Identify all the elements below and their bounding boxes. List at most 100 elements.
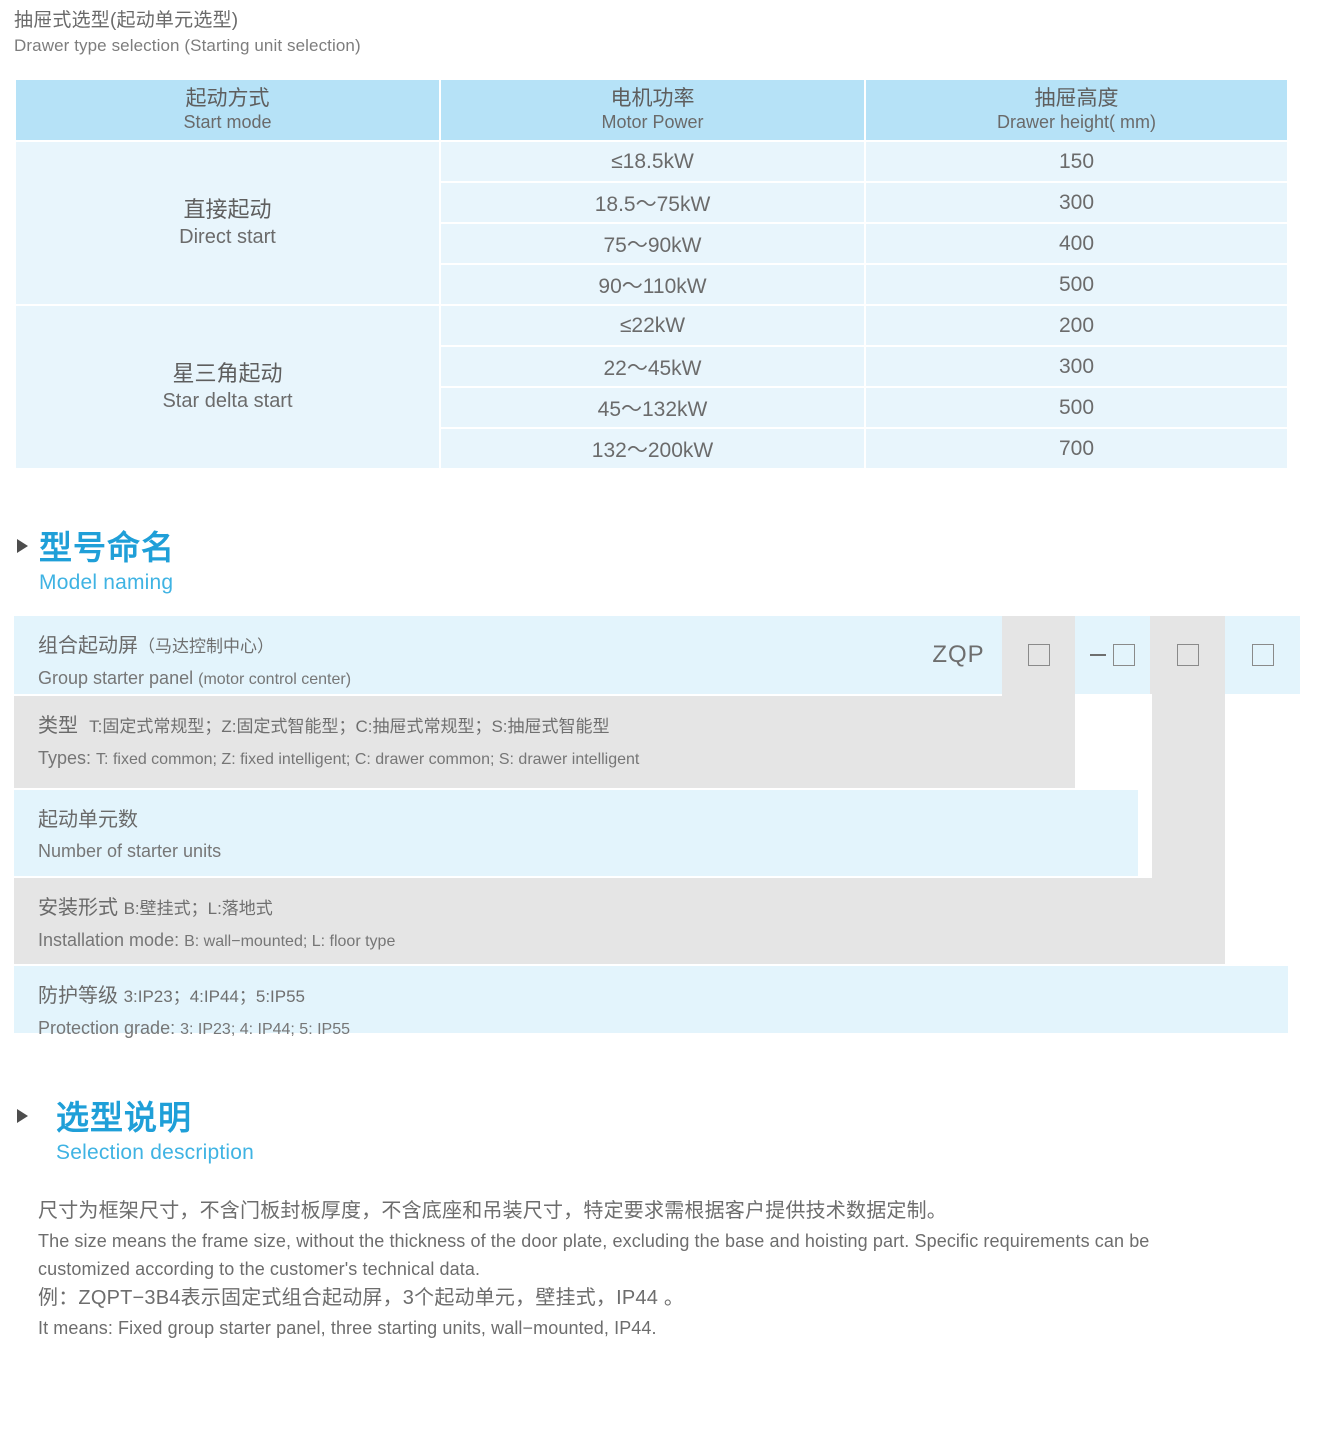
row-cn-sub: T:固定式常规型；Z:固定式智能型；C:抽屉式常规型；S:抽屉式智能型 bbox=[89, 717, 610, 736]
table-row: 直接起动 Direct start ≤18.5kW 150 bbox=[16, 142, 1287, 304]
table-header-drawer-height: 抽屉高度 Drawer height( mm) bbox=[866, 80, 1287, 140]
table-row: 75～90kW 400 bbox=[16, 224, 1287, 263]
page-title-en: Drawer type selection (Starting unit sel… bbox=[14, 36, 361, 55]
row-cn: 组合起动屏（马达控制中心） bbox=[38, 630, 351, 663]
cell-motor-power: ≤22kW bbox=[441, 306, 864, 345]
row-en-sub: B: wall−mounted; L: floor type bbox=[184, 933, 396, 950]
model-code-slot-unit-count bbox=[1075, 616, 1150, 694]
header-en: Motor Power bbox=[601, 112, 704, 132]
row-en: Types: T: fixed common; Z: fixed intelli… bbox=[38, 743, 639, 775]
table-row: 45～132kW 500 bbox=[16, 388, 1287, 427]
cell-drawer-height: 300 bbox=[866, 347, 1287, 386]
model-code-slot-installation bbox=[1150, 616, 1225, 694]
row-cn-sub: 3:IP23；4:IP44；5:IP55 bbox=[123, 987, 306, 1006]
header-cn: 抽屉高度 bbox=[1034, 87, 1119, 110]
table-row: 132〜200kW 700 bbox=[16, 429, 1287, 468]
table-header-motor-power: 电机功率 Motor Power bbox=[441, 80, 864, 140]
header-cn: 起动方式 bbox=[185, 87, 270, 110]
row-text: 安装形式 B:壁挂式；L:落地式 Installation mode: B: w… bbox=[14, 878, 395, 957]
cell-drawer-height: 500 bbox=[866, 265, 1287, 304]
row-cn-main: 类型 bbox=[38, 715, 78, 737]
table-header-row: 起动方式 Start mode 电机功率 Motor Power 抽屉高度 Dr… bbox=[16, 80, 1287, 140]
cell-motor-power: 90～110kW bbox=[441, 265, 864, 304]
row-cn: 起动单元数 bbox=[38, 804, 221, 836]
model-code-slot-protection bbox=[1225, 616, 1300, 694]
section-heading-en: Selection description bbox=[56, 1141, 254, 1164]
dash-icon bbox=[1090, 654, 1106, 656]
row-cn-sub: （马达控制中心） bbox=[138, 637, 274, 656]
table-row: 90～110kW 500 bbox=[16, 265, 1287, 304]
empty-box-icon bbox=[1113, 644, 1135, 666]
cell-motor-power: 18.5～75kW bbox=[441, 183, 864, 222]
table-row: 18.5～75kW 300 bbox=[16, 183, 1287, 222]
cell-motor-power: 75～90kW bbox=[441, 224, 864, 263]
mode-cn: 直接起动 bbox=[183, 197, 272, 222]
description-line: It means: Fixed group starter panel, thr… bbox=[38, 1318, 657, 1338]
section-heading-en: Model naming bbox=[39, 571, 174, 594]
row-en-main: Types: bbox=[38, 748, 92, 768]
start-mode-direct: 直接起动 Direct start bbox=[16, 142, 439, 304]
selection-description-body: 尺寸为框架尺寸，不含门板封板厚度，不含底座和吊装尺寸，特定要求需根据客户提供技术… bbox=[38, 1196, 1293, 1342]
row-en: Protection grade: 3: IP23; 4: IP44; 5: I… bbox=[38, 1013, 350, 1045]
model-code-segments: ZQP bbox=[915, 616, 1300, 694]
row-en: Group starter panel (motor control cente… bbox=[38, 663, 351, 695]
section-heading-model-naming: 型号命名 Model naming bbox=[17, 528, 175, 597]
model-naming-row-type: 类型 T:固定式常规型；Z:固定式智能型；C:抽屉式常规型；S:抽屉式智能型 T… bbox=[14, 696, 1063, 788]
cell-drawer-height: 400 bbox=[866, 224, 1287, 263]
empty-box-icon bbox=[1251, 644, 1274, 666]
model-naming-row-protection: 防护等级 3:IP23；4:IP44；5:IP55 Protection gra… bbox=[14, 966, 1288, 1038]
section-heading-cn: 选型说明 bbox=[56, 1099, 192, 1136]
header-en: Start mode bbox=[183, 112, 272, 132]
cell-motor-power: ≤18.5kW bbox=[441, 142, 864, 181]
row-en: Number of starter units bbox=[38, 836, 221, 866]
mode-cn: 星三角起动 bbox=[172, 361, 283, 386]
model-naming-row-installation: 安装形式 B:壁挂式；L:落地式 Installation mode: B: w… bbox=[14, 878, 1213, 964]
row-cn: 安装形式 B:壁挂式；L:落地式 bbox=[38, 892, 395, 925]
start-mode-star-delta: 星三角起动 Star delta start bbox=[16, 306, 439, 468]
description-line: 例：ZQPT−3B4表示固定式组合起动屏，3个起动单元，壁挂式，IP44 。 bbox=[38, 1287, 685, 1309]
cell-drawer-height: 150 bbox=[866, 142, 1287, 181]
table-row: 22～45kW 300 bbox=[16, 347, 1287, 386]
model-code-prefix: ZQP bbox=[915, 616, 1002, 694]
triangle-bullet-icon bbox=[17, 539, 28, 553]
cell-drawer-height: 700 bbox=[866, 429, 1287, 468]
description-line: 尺寸为框架尺寸，不含门板封板厚度，不含底座和吊装尺寸，特定要求需根据客户提供技术… bbox=[38, 1200, 947, 1222]
row-cn-main: 起动单元数 bbox=[38, 809, 138, 831]
row-en-sub: T: fixed common; Z: fixed intelligent; C… bbox=[96, 751, 640, 768]
row-en: Installation mode: B: wall−mounted; L: f… bbox=[38, 925, 395, 957]
section-heading-cn: 型号命名 bbox=[39, 529, 175, 566]
row-cn: 防护等级 3:IP23；4:IP44；5:IP55 bbox=[38, 980, 350, 1013]
header-en: Drawer height( mm) bbox=[996, 112, 1157, 132]
table-header-start-mode: 起动方式 Start mode bbox=[16, 80, 439, 140]
model-code-slot-type bbox=[1002, 616, 1075, 694]
row-cn-main: 安装形式 bbox=[38, 897, 118, 919]
row-en-sub: (motor control center) bbox=[198, 671, 352, 688]
row-en-sub: 3: IP23; 4: IP44; 5: IP55 bbox=[180, 1021, 350, 1038]
section-heading-selection-description: 选型说明 Selection description bbox=[17, 1098, 254, 1167]
page-title-cn: 抽屉式选型(起动单元选型) bbox=[14, 10, 239, 31]
cell-drawer-height: 200 bbox=[866, 306, 1287, 345]
row-text: 组合起动屏（马达控制中心） Group starter panel (motor… bbox=[14, 616, 351, 695]
row-en-main: Number of starter units bbox=[38, 841, 222, 861]
description-line: customized according to the customer's t… bbox=[38, 1259, 481, 1279]
row-text: 类型 T:固定式常规型；Z:固定式智能型；C:抽屉式常规型；S:抽屉式智能型 T… bbox=[14, 696, 639, 775]
model-naming-diagram: 组合起动屏（马达控制中心） Group starter panel (motor… bbox=[14, 616, 1300, 1038]
cell-drawer-height: 500 bbox=[866, 388, 1287, 427]
triangle-bullet-icon bbox=[17, 1109, 28, 1123]
cell-motor-power: 132〜200kW bbox=[441, 429, 864, 468]
empty-box-icon bbox=[1027, 644, 1050, 666]
row-en-main: Protection grade: bbox=[38, 1018, 176, 1038]
cell-drawer-height: 300 bbox=[866, 183, 1287, 222]
drawer-selection-table: 起动方式 Start mode 电机功率 Motor Power 抽屉高度 Dr… bbox=[14, 78, 1289, 470]
page-title: 抽屉式选型(起动单元选型) Drawer type selection (Sta… bbox=[14, 8, 914, 58]
row-cn-sub: B:壁挂式；L:落地式 bbox=[123, 899, 273, 918]
description-line: The size means the frame size, without t… bbox=[38, 1231, 1150, 1251]
header-cn: 电机功率 bbox=[610, 87, 695, 110]
row-cn-main: 组合起动屏 bbox=[38, 635, 138, 657]
cell-motor-power: 22～45kW bbox=[441, 347, 864, 386]
row-en-main: Group starter panel bbox=[38, 668, 194, 688]
row-text: 防护等级 3:IP23；4:IP44；5:IP55 Protection gra… bbox=[14, 966, 350, 1045]
empty-box-icon bbox=[1176, 644, 1199, 666]
model-naming-row-product: 组合起动屏（马达控制中心） Group starter panel (motor… bbox=[14, 616, 990, 694]
row-en-main: Installation mode: bbox=[38, 930, 180, 950]
